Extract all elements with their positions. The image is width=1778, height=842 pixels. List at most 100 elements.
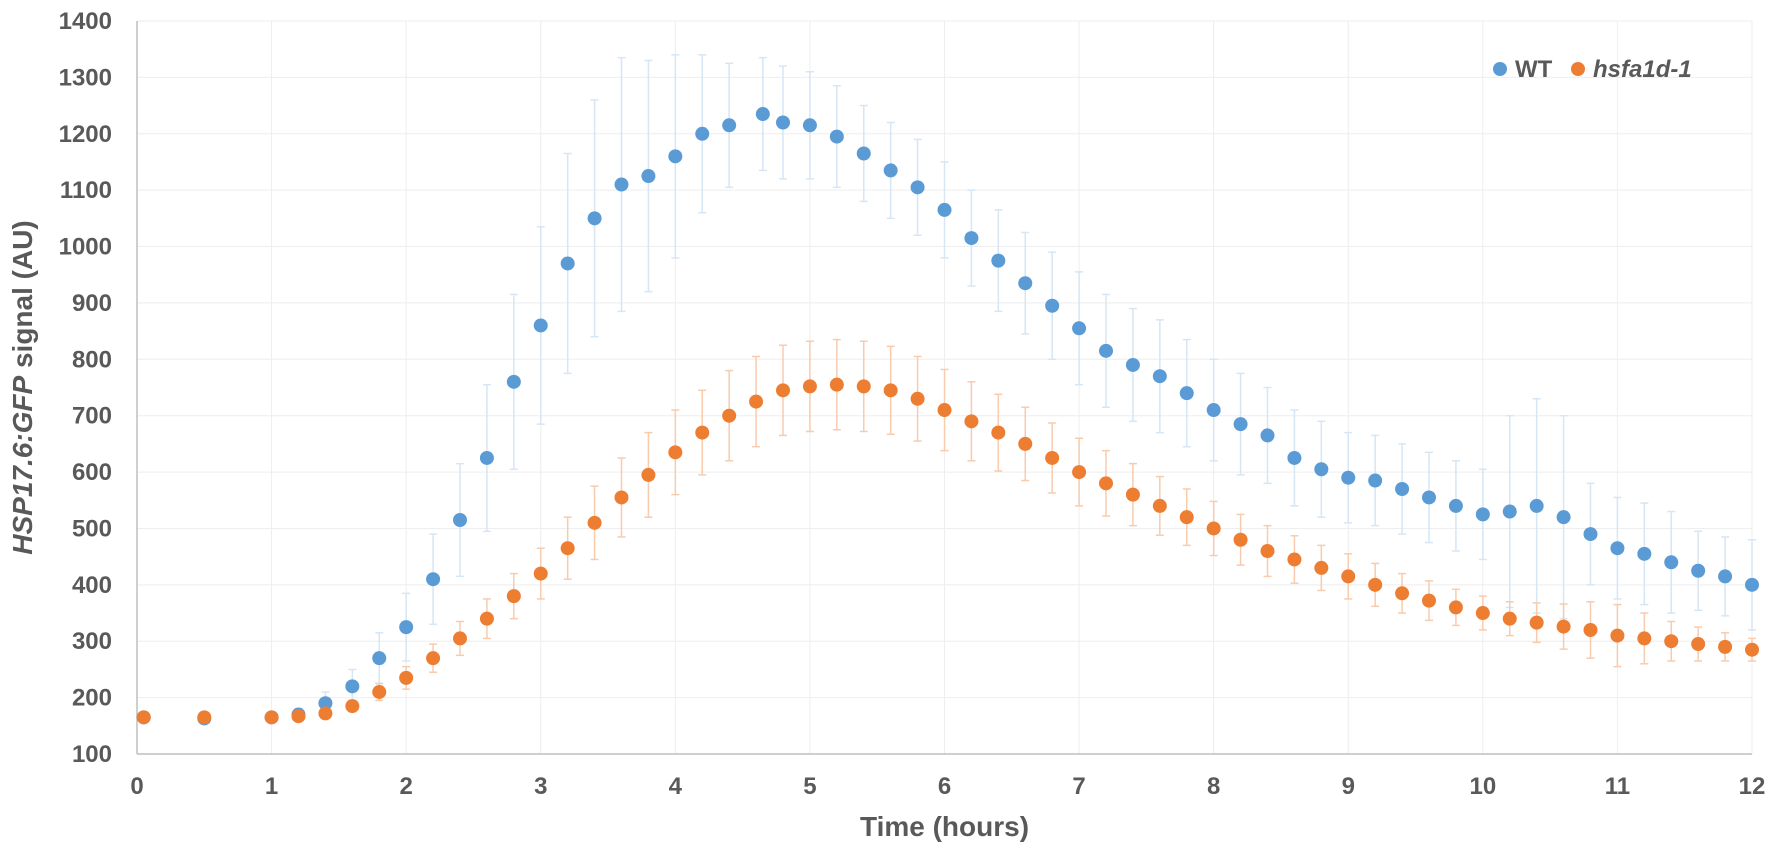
data-point-series-1 [614, 177, 629, 192]
data-point-series-2 [883, 383, 898, 398]
data-point-series-2 [318, 706, 333, 721]
data-point-series-2 [1206, 521, 1221, 536]
legend-label-series-2: hsfa1d-1 [1593, 56, 1692, 83]
data-point-series-1 [856, 146, 871, 161]
data-point-series-1 [1556, 510, 1571, 525]
data-point-series-1 [964, 231, 979, 246]
data-point-series-2 [937, 403, 952, 418]
data-point-series-1 [1395, 481, 1410, 496]
data-point-series-1 [1233, 417, 1248, 432]
data-point-series-2 [479, 611, 494, 626]
data-point-series-1 [479, 450, 494, 465]
data-point-series-1 [1152, 369, 1167, 384]
data-point-series-2 [1179, 510, 1194, 525]
data-point-series-2 [587, 515, 602, 530]
data-point-series-2 [749, 394, 764, 409]
data-point-series-2 [560, 541, 575, 556]
data-point-series-2 [1395, 586, 1410, 601]
y-axis-title-part: signal (AU) [7, 220, 38, 376]
x-tick-label: 11 [1605, 773, 1630, 800]
data-point-series-1 [533, 318, 548, 333]
data-point-series-1 [560, 256, 575, 271]
data-point-series-2 [1287, 552, 1302, 567]
data-point-series-2 [345, 699, 360, 714]
data-point-series-2 [1502, 611, 1517, 626]
x-tick-label: 3 [534, 773, 547, 800]
data-point-series-2 [1664, 634, 1679, 649]
y-tick-label: 200 [72, 685, 112, 712]
data-point-series-1 [1637, 546, 1652, 561]
x-tick-label: 2 [399, 773, 412, 800]
y-tick-label: 1000 [59, 234, 112, 261]
data-point-series-1 [1368, 473, 1383, 488]
data-point-series-1 [1610, 541, 1625, 556]
data-point-series-2 [1556, 619, 1571, 634]
data-point-series-1 [372, 651, 387, 666]
data-point-series-1 [1583, 527, 1598, 542]
data-point-series-1 [883, 163, 898, 178]
data-point-series-1 [453, 513, 467, 528]
data-point-series-1 [776, 115, 790, 130]
data-point-series-1 [1529, 498, 1544, 513]
data-point-series-2 [614, 490, 629, 505]
data-point-series-1 [1045, 298, 1060, 313]
data-point-series-2 [829, 377, 844, 392]
data-point-series-2 [197, 710, 212, 725]
data-point-series-2 [1341, 569, 1356, 584]
y-tick-label: 900 [72, 290, 112, 317]
data-point-series-2 [1529, 615, 1544, 630]
data-point-series-2 [1018, 436, 1033, 451]
data-point-series-1 [991, 253, 1006, 268]
data-point-series-2 [399, 670, 414, 685]
data-point-series-2 [1314, 560, 1329, 575]
x-tick-label: 6 [938, 773, 951, 800]
data-point-series-2 [136, 710, 151, 725]
data-point-series-1 [318, 696, 333, 711]
data-point-series-2 [1691, 637, 1706, 652]
data-point-series-2 [910, 391, 925, 406]
data-point-series-2 [802, 379, 817, 394]
data-point-series-2 [776, 383, 790, 398]
data-point-series-1 [937, 202, 952, 217]
data-point-series-1 [506, 374, 521, 389]
data-point-series-1 [1099, 343, 1113, 358]
y-tick-label: 600 [72, 459, 112, 486]
x-tick-label: 7 [1072, 773, 1085, 800]
x-tick-label: 4 [669, 773, 683, 800]
data-point-series-2 [641, 467, 656, 482]
data-point-series-2 [964, 414, 979, 429]
y-tick-label: 300 [72, 628, 112, 655]
y-tick-label: 1300 [59, 64, 112, 91]
data-point-series-1 [1179, 386, 1194, 401]
x-tick-label: 10 [1469, 773, 1496, 800]
data-point-series-2 [1637, 631, 1652, 646]
x-tick-label: 12 [1739, 773, 1766, 800]
data-point-series-1 [587, 211, 602, 226]
data-point-series-1 [695, 126, 710, 141]
data-point-series-1 [1664, 555, 1679, 570]
data-point-series-2 [1583, 622, 1598, 637]
data-point-series-1 [1072, 321, 1087, 336]
axes [136, 21, 1752, 755]
data-point-series-1 [1206, 403, 1221, 418]
x-axis-title: Time (hours) [860, 811, 1029, 842]
tick-labels: 1002003004005006007008009001000110012001… [59, 8, 1766, 800]
data-point-series-1 [399, 620, 414, 635]
data-point-series-2 [1099, 476, 1113, 491]
x-tick-label: 5 [803, 773, 816, 800]
data-point-series-2 [722, 408, 737, 423]
data-point-series-2 [264, 710, 279, 725]
data-point-series-1 [755, 107, 770, 122]
y-tick-label: 700 [72, 403, 112, 430]
legend: WT hsfa1d-1 [1493, 56, 1692, 83]
data-point-series-2 [1152, 498, 1167, 513]
data-point-series-2 [533, 566, 548, 581]
data-point-series-2 [1475, 606, 1490, 621]
x-tick-label: 1 [265, 773, 278, 800]
y-tick-label: 1400 [59, 8, 112, 35]
data-point-series-1 [426, 572, 441, 587]
data-point-series-2 [1072, 465, 1087, 480]
data-point-series-2 [506, 589, 521, 604]
